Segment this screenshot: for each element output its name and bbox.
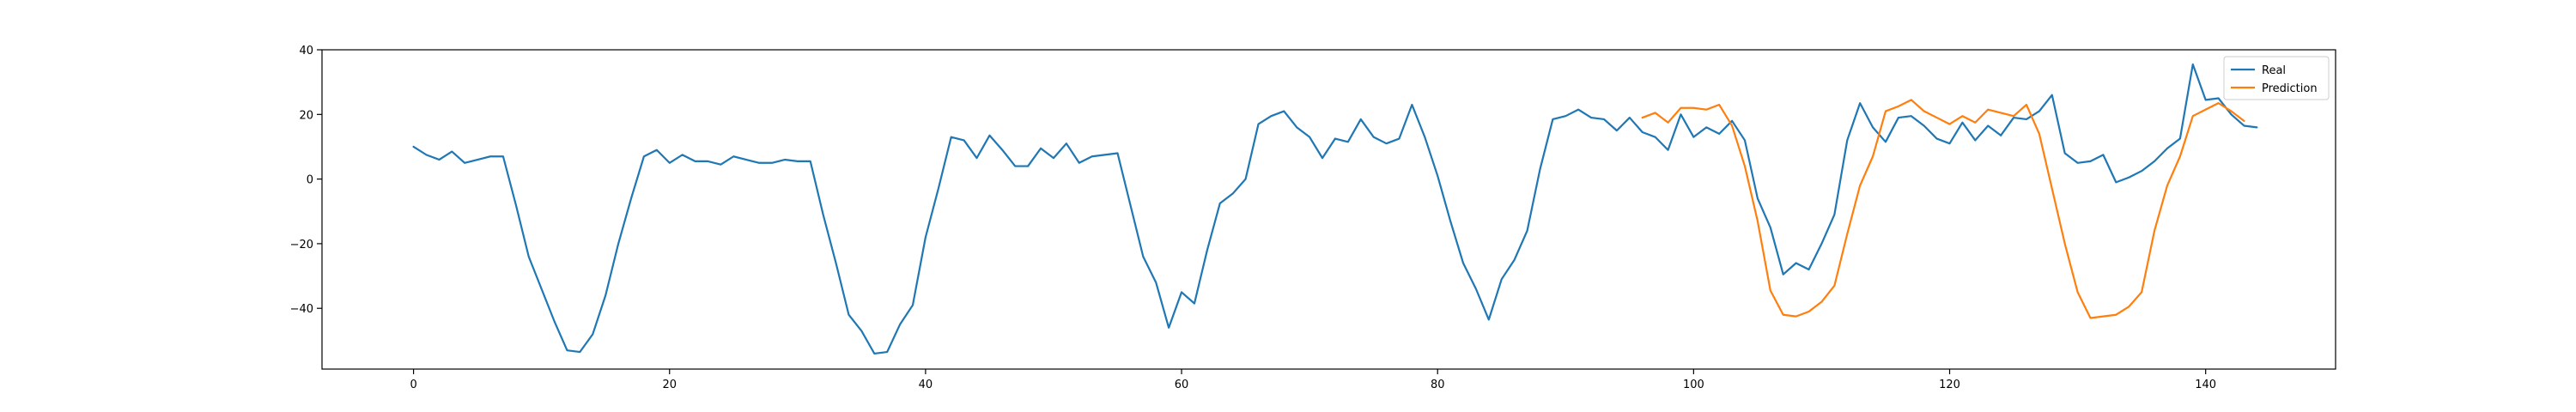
legend: Real Prediction [2223,56,2330,100]
plot-area [412,63,2258,355]
y-tick-label: −20 [290,239,313,251]
x-tick-label: 40 [919,379,933,391]
y-tick-label: 0 [307,174,313,187]
x-tick-label: 0 [410,379,416,391]
x-tick-label: 80 [1431,379,1445,391]
y-tick-label: 20 [299,109,313,122]
legend-label-real: Real [2262,64,2286,77]
y-tick-label: 40 [299,45,313,58]
legend-box [2223,56,2330,100]
series-line-real [412,63,2258,355]
axes-frame [321,49,2336,370]
x-tick-label: 120 [1939,379,1960,391]
y-tick-label: −40 [290,303,313,316]
y-axis: −40 −20 0 20 40 [290,45,322,316]
x-tick-label: 100 [1683,379,1704,391]
x-tick-label: 20 [662,379,677,391]
x-tick-label: 140 [2195,379,2216,391]
x-axis: 0 20 40 60 80 100 120 140 [410,369,2216,391]
x-tick-label: 60 [1175,379,1189,391]
legend-label-prediction: Prediction [2262,82,2318,95]
series-line-prediction [1641,99,2245,319]
